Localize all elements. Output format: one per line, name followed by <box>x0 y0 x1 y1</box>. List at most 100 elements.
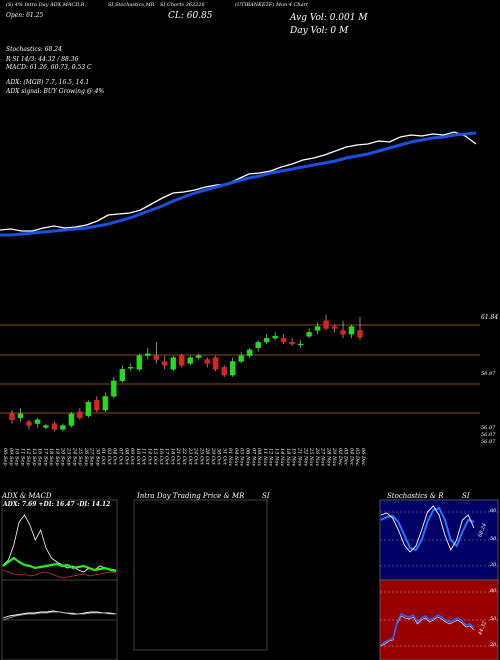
price-chart: 06 Sep 09 Sep 10 Sep 11 Sep 12 Sep 13 Sep 16 S… <box>0 131 480 466</box>
candle-body <box>187 357 193 364</box>
date-tick-label: 25 Nov <box>308 447 314 466</box>
date-tick-label: 30 Sep <box>94 448 100 466</box>
date-tick-label: 03 Oct <box>106 448 112 466</box>
date-tick-label: 20 Sep <box>60 447 66 466</box>
candle-body <box>357 330 363 338</box>
candle-body <box>136 355 143 370</box>
candle-body <box>51 423 58 430</box>
date-tick-label: 24 Sep <box>71 447 77 466</box>
date-tick-label: 09 Oct <box>129 448 135 466</box>
macd-lines <box>2 610 117 621</box>
candle-body <box>179 355 185 366</box>
candle-body <box>272 336 278 339</box>
header-title-3: SI Charts 363226 <box>160 2 205 8</box>
date-tick-label: 09 Sep <box>8 448 14 466</box>
date-tick-label: 22 Oct <box>181 447 187 466</box>
rsi-tick-80: 80 <box>490 588 497 594</box>
date-tick-label: 24 Oct <box>193 447 199 466</box>
adx-panel-values: ADX: 7.69 +DI: 16.47 -DI: 14.12 <box>3 501 111 508</box>
candle-body <box>255 341 261 349</box>
date-tick-label: 12 Nov <box>268 448 274 466</box>
header-title-1: (S) 4% Intra Day ADX,MACD,R <box>6 2 85 8</box>
date-tick-label: 27 Sep <box>89 447 95 466</box>
date-tick-label: 15 Oct <box>152 448 158 466</box>
date-tick-label: 06 Sep <box>2 448 8 466</box>
blue-moving-average <box>0 131 477 237</box>
adx-value: ADX: (MGB) 7.7, 16.5, 14.1 <box>6 79 90 86</box>
date-tick-label: 18 Nov <box>285 448 291 466</box>
header-title-2: SI,Stochastics,MR <box>108 2 155 8</box>
candle-body <box>102 396 109 411</box>
date-tick-label: 01 Nov <box>227 448 233 466</box>
date-tick-label: 17 Oct <box>164 448 170 466</box>
date-tick-label: 03 Dec <box>343 448 349 466</box>
date-tick-label: 07 Oct <box>118 448 124 466</box>
day-volume: Day Vol: 0 M <box>290 26 349 36</box>
date-tick-label: 08 Nov <box>256 448 262 466</box>
date-tick-label: 17 Sep <box>42 448 48 466</box>
stochastic-k-line <box>380 505 475 553</box>
date-tick-label: 26 Nov <box>314 447 320 466</box>
adx-panel-title: ADX & MACD <box>2 492 52 500</box>
moving-averages <box>0 131 477 237</box>
date-tick-label: 04 Oct <box>112 448 118 466</box>
stoch-panel-title: Stochastics & R <box>387 492 444 500</box>
date-tick-label: 10 Oct <box>135 448 141 466</box>
adx-lines <box>2 514 117 579</box>
date-tick-label: 08 Oct <box>123 448 129 466</box>
date-tick-label: 22 Nov <box>302 447 308 466</box>
rsi-tick-20: 20 <box>490 642 497 648</box>
date-tick-label: 06 Nov <box>245 448 251 466</box>
stochastics-value: Stochastics: 68.24 <box>6 46 62 53</box>
candle-body <box>17 413 24 418</box>
price-label-mid: 58.97 <box>481 371 496 377</box>
candle-body <box>9 413 15 420</box>
date-tick-label: 21 Nov <box>297 447 303 466</box>
date-axis: 06 Sep 09 Sep 10 Sep 11 Sep 12 Sep 13 Sep 16 S… <box>2 447 366 466</box>
date-tick-label: 05 Nov <box>239 448 245 466</box>
candle-body <box>111 380 117 397</box>
signal-line <box>2 611 116 621</box>
candle-body <box>297 343 304 346</box>
candle-body <box>94 400 100 411</box>
date-tick-label: 02 Dec <box>337 448 343 466</box>
macd-value: MACD: 61.26, 60.73, 0.53 C <box>6 64 92 71</box>
date-tick-label: 16 Sep <box>37 448 43 466</box>
stoch-tick-80: 80 <box>490 508 497 514</box>
candle-body <box>263 337 270 343</box>
date-tick-label: 23 Oct <box>187 447 193 466</box>
white-moving-average <box>0 131 477 232</box>
candle-body <box>60 425 66 430</box>
date-tick-label: 28 Oct <box>204 447 210 466</box>
candle-body <box>153 355 159 360</box>
stochastic-d-line <box>380 506 475 552</box>
plus-di-line <box>2 556 117 573</box>
date-tick-label: 21 Oct <box>175 447 181 466</box>
date-tick-label: 31 Oct <box>221 448 227 466</box>
rsi-value: R SI 14/3: 44.32 / 88.36 <box>6 56 79 63</box>
candle-body <box>34 419 41 424</box>
date-tick-label: 12 Sep <box>25 448 31 466</box>
date-tick-label: 19 Sep <box>54 448 60 466</box>
rsi-lines <box>380 612 475 647</box>
candle-body <box>85 402 92 417</box>
candle-body <box>119 369 126 382</box>
intra-panel-title: Intra Day Trading Price & MR <box>137 492 245 500</box>
candle-body <box>229 361 236 376</box>
date-tick-label: 16 Oct <box>158 448 164 466</box>
candle-body <box>323 320 329 329</box>
date-tick-label: 25 Oct <box>198 447 204 466</box>
price-label-top: 61.84 <box>481 314 499 321</box>
date-tick-label: 27 Nov <box>320 447 326 466</box>
adx-signal: ADX signal: BUY Growing @ 4% <box>6 88 105 95</box>
date-tick-label: 04 Dec <box>349 448 355 466</box>
candle-body <box>170 357 176 370</box>
date-tick-label: 05 Dec <box>354 448 360 466</box>
candle-body <box>196 355 202 358</box>
date-tick-label: 19 Nov <box>291 448 297 466</box>
price-label-low2: 56.07 <box>481 432 496 438</box>
candle-body <box>68 413 75 426</box>
adx-line <box>2 514 117 573</box>
date-tick-label: 13 Nov <box>273 448 279 466</box>
